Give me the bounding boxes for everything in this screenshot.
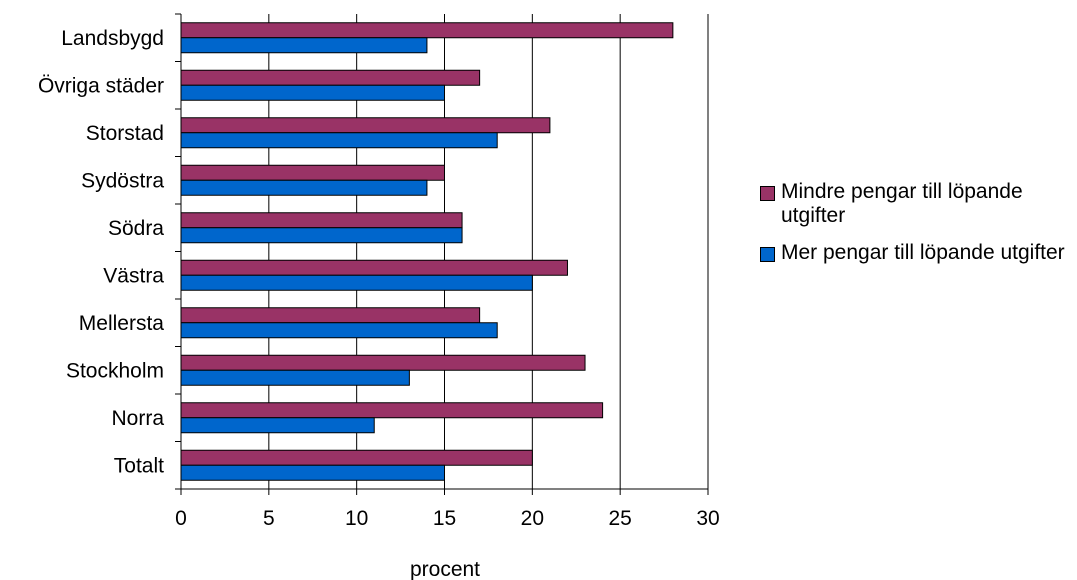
- x-tick-label: 0: [175, 507, 187, 530]
- bars: [180, 22, 674, 481]
- category-label: Stockholm: [66, 359, 164, 382]
- x-tick-label: 30: [696, 507, 719, 530]
- x-tick-label: 20: [521, 507, 544, 530]
- bar-mindre-1: [180, 69, 481, 86]
- bar-mer-1: [180, 84, 445, 101]
- legend: Mindre pengar till löpande utgifter Mer …: [760, 180, 1075, 278]
- category-label: Landsbygd: [61, 27, 164, 50]
- bar-mindre-3: [180, 164, 445, 181]
- category-label: Södra: [108, 217, 164, 240]
- bar-mer-7: [180, 369, 410, 386]
- x-tick-label: 15: [433, 507, 456, 530]
- legend-item-mindre: Mindre pengar till löpande utgifter: [760, 180, 1075, 228]
- x-tick-label: 10: [345, 507, 368, 530]
- legend-label-mindre: Mindre pengar till löpande utgifter: [781, 180, 1023, 227]
- category-label: Övriga städer: [38, 74, 164, 97]
- category-label: Norra: [111, 407, 164, 430]
- bar-mindre-9: [180, 449, 533, 466]
- category-label: Västra: [103, 264, 164, 287]
- bar-mer-4: [180, 227, 463, 244]
- tick-labels: 0 5 10 15 20 25 30: [175, 507, 720, 530]
- bar-mindre-4: [180, 212, 463, 229]
- x-axis-title: procent: [410, 558, 480, 580]
- bar-mer-6: [180, 322, 498, 339]
- category-label: Sydöstra: [81, 169, 164, 192]
- bar-mer-9: [180, 464, 445, 481]
- legend-swatch-mer: [760, 247, 775, 262]
- legend-swatch-mindre: [760, 186, 775, 201]
- category-label: Storstad: [86, 122, 164, 145]
- bar-mindre-8: [180, 402, 604, 419]
- bar-mer-2: [180, 132, 498, 149]
- bar-mer-3: [180, 179, 428, 196]
- x-tick-label: 5: [263, 507, 275, 530]
- bar-mer-8: [180, 417, 375, 434]
- bar-mindre-2: [180, 117, 551, 134]
- category-label: Totalt: [114, 454, 164, 477]
- category-labels: Landsbygd Övriga städer Storstad Sydöstra Sö…: [38, 27, 164, 478]
- bar-mer-5: [180, 274, 533, 291]
- x-tick-label: 25: [608, 507, 631, 530]
- axes: [175, 13, 709, 495]
- legend-label-mer: Mer pengar till löpande utgifter: [781, 241, 1065, 264]
- bar-mindre-6: [180, 307, 481, 324]
- bar-mindre-7: [180, 354, 586, 371]
- bar-mindre-0: [180, 22, 674, 39]
- legend-item-mer: Mer pengar till löpande utgifter: [760, 241, 1075, 265]
- bar-mindre-5: [180, 259, 568, 276]
- category-label: Mellersta: [79, 312, 165, 335]
- bar-mer-0: [180, 37, 428, 54]
